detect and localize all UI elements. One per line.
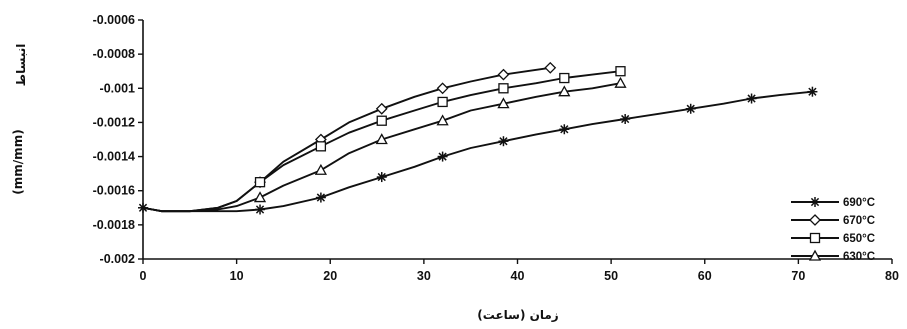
square-marker: [437, 96, 448, 108]
legend-label: 630°C: [843, 251, 875, 263]
triangle-marker: [497, 97, 510, 109]
star-marker-stroke: [138, 203, 148, 212]
series-2: [142, 61, 557, 213]
x-tick-label: 80: [885, 269, 899, 283]
square-marker: [559, 72, 570, 84]
y-tick-label: -0.0016: [93, 184, 135, 198]
star-marker: [620, 114, 631, 125]
star-marker: [810, 197, 820, 207]
x-tick-layer: 0 10 20 30 40 50 60 70 80: [140, 259, 899, 283]
star-marker: [746, 93, 757, 104]
triangle-marker: [558, 85, 571, 97]
square-marker: [376, 115, 387, 126]
x-tick-label: 40: [511, 269, 525, 283]
star-marker-stroke: [686, 104, 695, 113]
square-marker: [254, 177, 266, 188]
triangle-marker: [253, 191, 267, 203]
y-tick-label: -0.001: [100, 81, 135, 95]
x-tick-label: 50: [604, 269, 618, 283]
legend-item: 630°C: [791, 249, 875, 263]
y-axis-title-word: انبساط: [14, 44, 28, 87]
diamond-marker: [497, 68, 510, 81]
star-marker: [437, 151, 448, 162]
star-marker: [315, 192, 326, 203]
legend-label: 690°C: [843, 197, 875, 209]
star-marker-stroke: [438, 152, 447, 161]
series-line: [142, 82, 621, 213]
series-line: [142, 66, 551, 213]
square-marker: [498, 83, 509, 94]
triangle-marker: [614, 76, 627, 88]
triangle-marker: [314, 163, 327, 175]
y-tick-label: -0.0012: [93, 115, 135, 129]
square-marker: [615, 66, 626, 77]
star-marker-stroke: [621, 114, 630, 124]
series-1: [138, 86, 818, 215]
square-marker: [809, 232, 821, 244]
triangle-marker: [375, 133, 388, 145]
triangle-marker: [436, 114, 449, 126]
star-marker: [498, 136, 509, 147]
legend: 690°C 670°C 650°C 630°C: [791, 197, 875, 263]
star-marker-stroke: [499, 137, 508, 146]
star-marker-stroke: [255, 205, 265, 214]
diamond-marker: [436, 82, 449, 95]
y-tick-label: -0.002: [100, 252, 135, 266]
star-marker-stroke: [808, 87, 817, 96]
x-axis-title: زمان (ساعت): [477, 308, 559, 322]
x-tick-label: 20: [323, 269, 337, 283]
series-layer: [138, 61, 818, 215]
diamond-marker: [809, 214, 821, 226]
star-marker: [685, 103, 696, 114]
diamond-marker: [375, 102, 388, 115]
y-tick-label: -0.0008: [93, 47, 135, 61]
x-tick-label: 30: [417, 269, 431, 283]
legend-label: 670°C: [843, 215, 875, 227]
square-marker: [315, 141, 327, 152]
diamond-marker: [544, 61, 557, 74]
legend-item: 650°C: [791, 232, 875, 245]
y-tick-label: -0.0018: [93, 218, 135, 232]
star-marker: [376, 172, 387, 183]
legend-item: 670°C: [791, 214, 875, 227]
legend-item: 690°C: [791, 197, 875, 209]
y-tick-label: -0.0014: [93, 150, 135, 164]
legend-label: 650°C: [843, 233, 875, 245]
triangle-marker: [808, 249, 822, 261]
x-tick-label: 70: [791, 269, 805, 283]
y-axis-title-unit: (mm/mm): [11, 129, 25, 194]
series-4: [142, 76, 627, 213]
x-tick-label: 60: [698, 269, 712, 283]
x-tick-label: 10: [230, 269, 244, 283]
star-marker-stroke: [560, 125, 569, 134]
star-marker: [807, 86, 818, 97]
x-tick-label: 0: [140, 269, 147, 283]
y-tick-layer: -0.0006 -0.0008 -0.001 -0.0012 -0.0014 -0.001…: [93, 13, 143, 266]
star-marker-stroke: [747, 94, 756, 103]
star-marker: [138, 202, 148, 213]
star-marker-stroke: [377, 172, 386, 182]
star-marker-stroke: [316, 193, 326, 202]
star-marker: [255, 204, 266, 215]
y-tick-label: -0.0006: [93, 13, 135, 27]
star-marker: [559, 124, 570, 135]
star-marker-stroke: [810, 197, 820, 207]
